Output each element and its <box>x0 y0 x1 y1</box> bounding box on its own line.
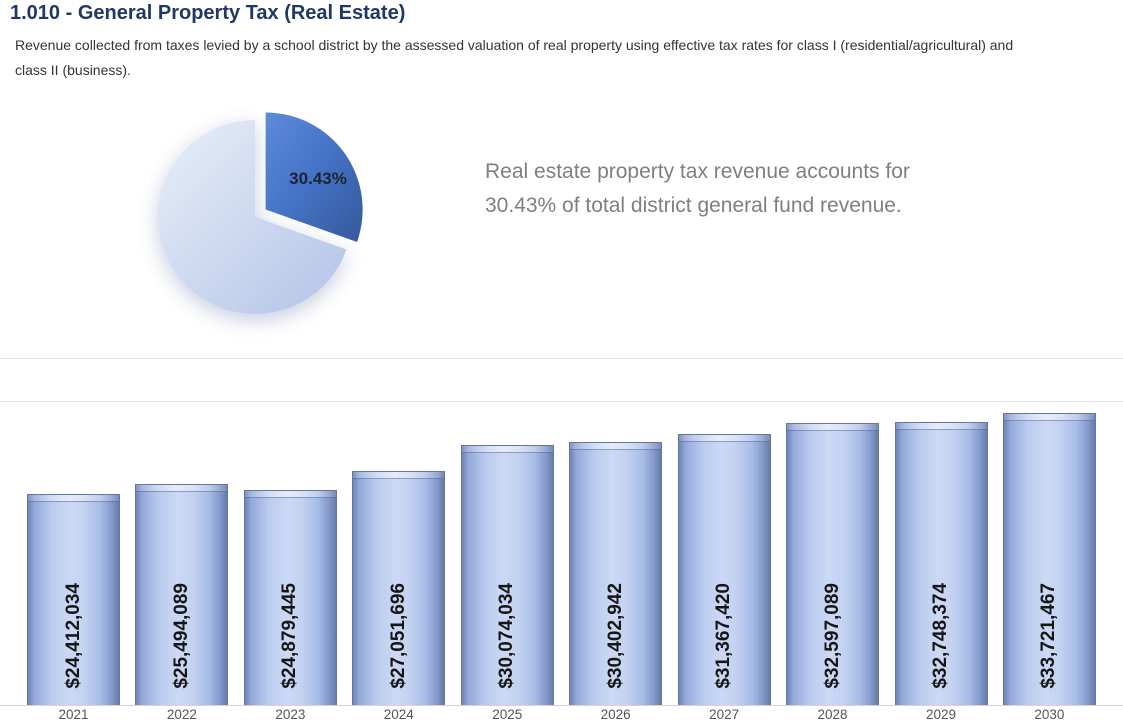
bars-row: $24,412,034 $25,494,089 $24,879,445 $27,051… <box>0 359 1123 705</box>
pie-slice-0 <box>265 112 363 242</box>
x-axis-label: 2027 <box>709 707 740 722</box>
x-axis-label: 2025 <box>492 707 523 722</box>
bar-2030: $33,721,467 <box>1002 413 1096 705</box>
page-title: 1.010 - General Property Tax (Real Estat… <box>10 2 406 24</box>
bar-value-label: $30,074,034 <box>496 583 518 689</box>
bar-2028: $32,597,089 <box>786 423 880 705</box>
pie-slice-1 <box>158 120 347 314</box>
bar-2021: $24,412,034 <box>27 493 120 705</box>
bar-value-label: $32,748,374 <box>930 583 951 689</box>
x-axis-label: 2021 <box>58 707 89 722</box>
bar-2026: $30,402,942 <box>569 442 663 705</box>
bar-value-label: $27,051,696 <box>387 583 409 689</box>
x-axis-label: 2029 <box>925 707 957 722</box>
x-axis-label: 2024 <box>383 707 414 722</box>
gridline <box>0 401 1123 403</box>
bar-2024: $27,051,696 <box>352 471 446 705</box>
bar-value-label: $30,402,942 <box>604 583 626 689</box>
bar-value-label: $33,721,467 <box>1038 583 1060 689</box>
bar-2022: $25,494,089 <box>135 484 229 705</box>
pie-data-label: 30.43% <box>289 169 347 188</box>
page-description: Revenue collected from taxes levied by a… <box>15 37 1014 78</box>
x-axis-label: 2022 <box>166 707 197 722</box>
pie-chart <box>158 112 363 314</box>
x-axis-label: 2030 <box>1034 707 1065 722</box>
bar-2027: $31,367,420 <box>677 433 771 705</box>
gridline <box>0 358 1123 359</box>
x-axis-label: 2026 <box>600 707 631 722</box>
bar-value-label: $25,494,089 <box>170 583 192 689</box>
bar-value-label: $24,412,034 <box>62 583 84 689</box>
x-axis-row: 2021 2022 2023 2024 2025 2026 2027 2028 2029 2030 <box>0 707 1123 722</box>
pie-annotation: Real estate property tax revenue account… <box>485 160 910 218</box>
bar-value-label: $31,367,420 <box>713 583 735 689</box>
bar-2029: $32,748,374 <box>894 421 988 705</box>
bar-value-label: $32,597,089 <box>821 583 843 689</box>
x-axis-label: 2023 <box>275 707 306 722</box>
bar-2025: $30,074,034 <box>460 444 554 705</box>
x-axis-label: 2028 <box>817 707 848 722</box>
bar-2023: $24,879,445 <box>243 489 337 705</box>
pie-chart-wrap: 30.43% <box>142 105 402 337</box>
bar-chart-plot: $24,412,034 $25,494,089 $24,879,445 $27,051… <box>0 358 1123 706</box>
bar-value-label: $24,879,445 <box>279 583 301 689</box>
